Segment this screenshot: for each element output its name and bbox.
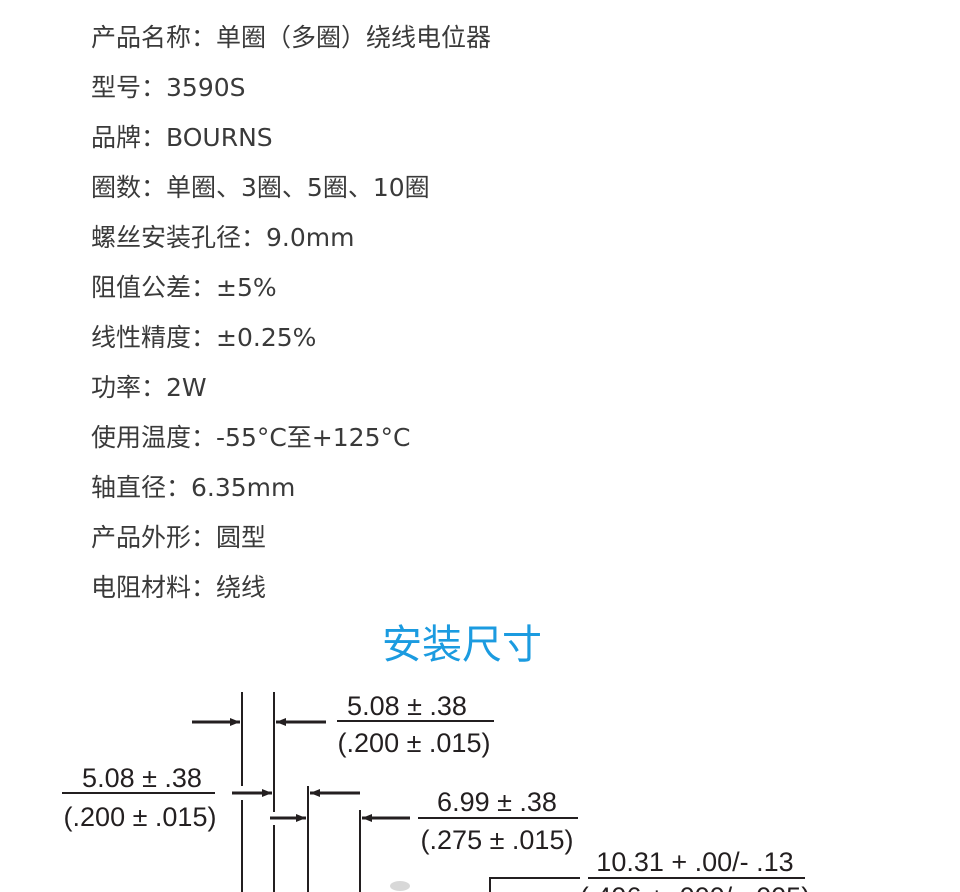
- spec-label: 电阻材料：: [91, 573, 217, 602]
- spec-item: 功率：2W: [91, 363, 491, 413]
- spec-item: 使用温度：-55°C至+125°C: [91, 413, 491, 463]
- spec-label: 螺丝安装孔径：: [91, 223, 267, 252]
- spec-label: 使用温度：: [91, 423, 217, 452]
- spec-label: 产品外形：: [91, 523, 217, 552]
- spec-value: ±5%: [216, 273, 277, 302]
- spec-list: 产品名称：单圈（多圈）绕线电位器 型号：3590S 品牌：BOURNS 圈数：单…: [91, 13, 491, 613]
- spec-value: BOURNS: [166, 123, 273, 152]
- part-outline: [390, 881, 410, 891]
- spec-label: 产品名称：: [91, 23, 217, 52]
- spec-item: 线性精度：±0.25%: [91, 313, 491, 363]
- spec-value: 6.35mm: [191, 473, 296, 502]
- spec-value: 圆型: [216, 523, 267, 552]
- dim-left-mm: 5.08 ± .38: [82, 763, 202, 793]
- spec-value: 9.0mm: [266, 223, 355, 252]
- spec-item: 轴直径：6.35mm: [91, 463, 491, 513]
- dim-top-in: (.200 ± .015): [338, 728, 491, 758]
- dimension-arrows: [192, 718, 410, 822]
- spec-value: 单圈（多圈）绕线电位器: [216, 23, 492, 52]
- dim-right-mm: 10.31 + .00/- .13: [596, 847, 793, 877]
- spec-label: 功率：: [91, 373, 167, 402]
- spec-label: 阻值公差：: [91, 273, 217, 302]
- spec-label: 型号：: [91, 73, 167, 102]
- spec-item: 螺丝安装孔径：9.0mm: [91, 213, 491, 263]
- dim-top-mm: 5.08 ± .38: [347, 691, 467, 721]
- spec-item: 产品名称：单圈（多圈）绕线电位器: [91, 13, 491, 63]
- spec-value: 单圈、3圈、5圈、10圈: [166, 173, 430, 202]
- spec-item: 品牌：BOURNS: [91, 113, 491, 163]
- drawing-lines: [62, 692, 805, 892]
- spec-label: 品牌：: [91, 123, 167, 152]
- spec-value: 3590S: [166, 73, 246, 102]
- spec-item: 产品外形：圆型: [91, 513, 491, 563]
- spec-label: 线性精度：: [91, 323, 217, 352]
- spec-value: 2W: [166, 373, 207, 402]
- section-title: 安装尺寸: [382, 622, 542, 668]
- spec-value: ±0.25%: [216, 323, 317, 352]
- spec-item: 电阻材料：绕线: [91, 563, 491, 613]
- dim-mid-in: (.275 ± .015): [421, 825, 574, 855]
- dim-mid-mm: 6.99 ± .38: [437, 787, 557, 817]
- spec-value: 绕线: [216, 573, 267, 602]
- spec-item: 型号：3590S: [91, 63, 491, 113]
- spec-item: 圈数：单圈、3圈、5圈、10圈: [91, 163, 491, 213]
- spec-label: 圈数：: [91, 173, 167, 202]
- dim-right-in: (.406 + .000/- .005): [580, 882, 810, 892]
- dim-left-in: (.200 ± .015): [64, 802, 217, 832]
- spec-value: -55°C至+125°C: [216, 423, 411, 452]
- spec-item: 阻值公差：±5%: [91, 263, 491, 313]
- spec-label: 轴直径：: [91, 473, 192, 502]
